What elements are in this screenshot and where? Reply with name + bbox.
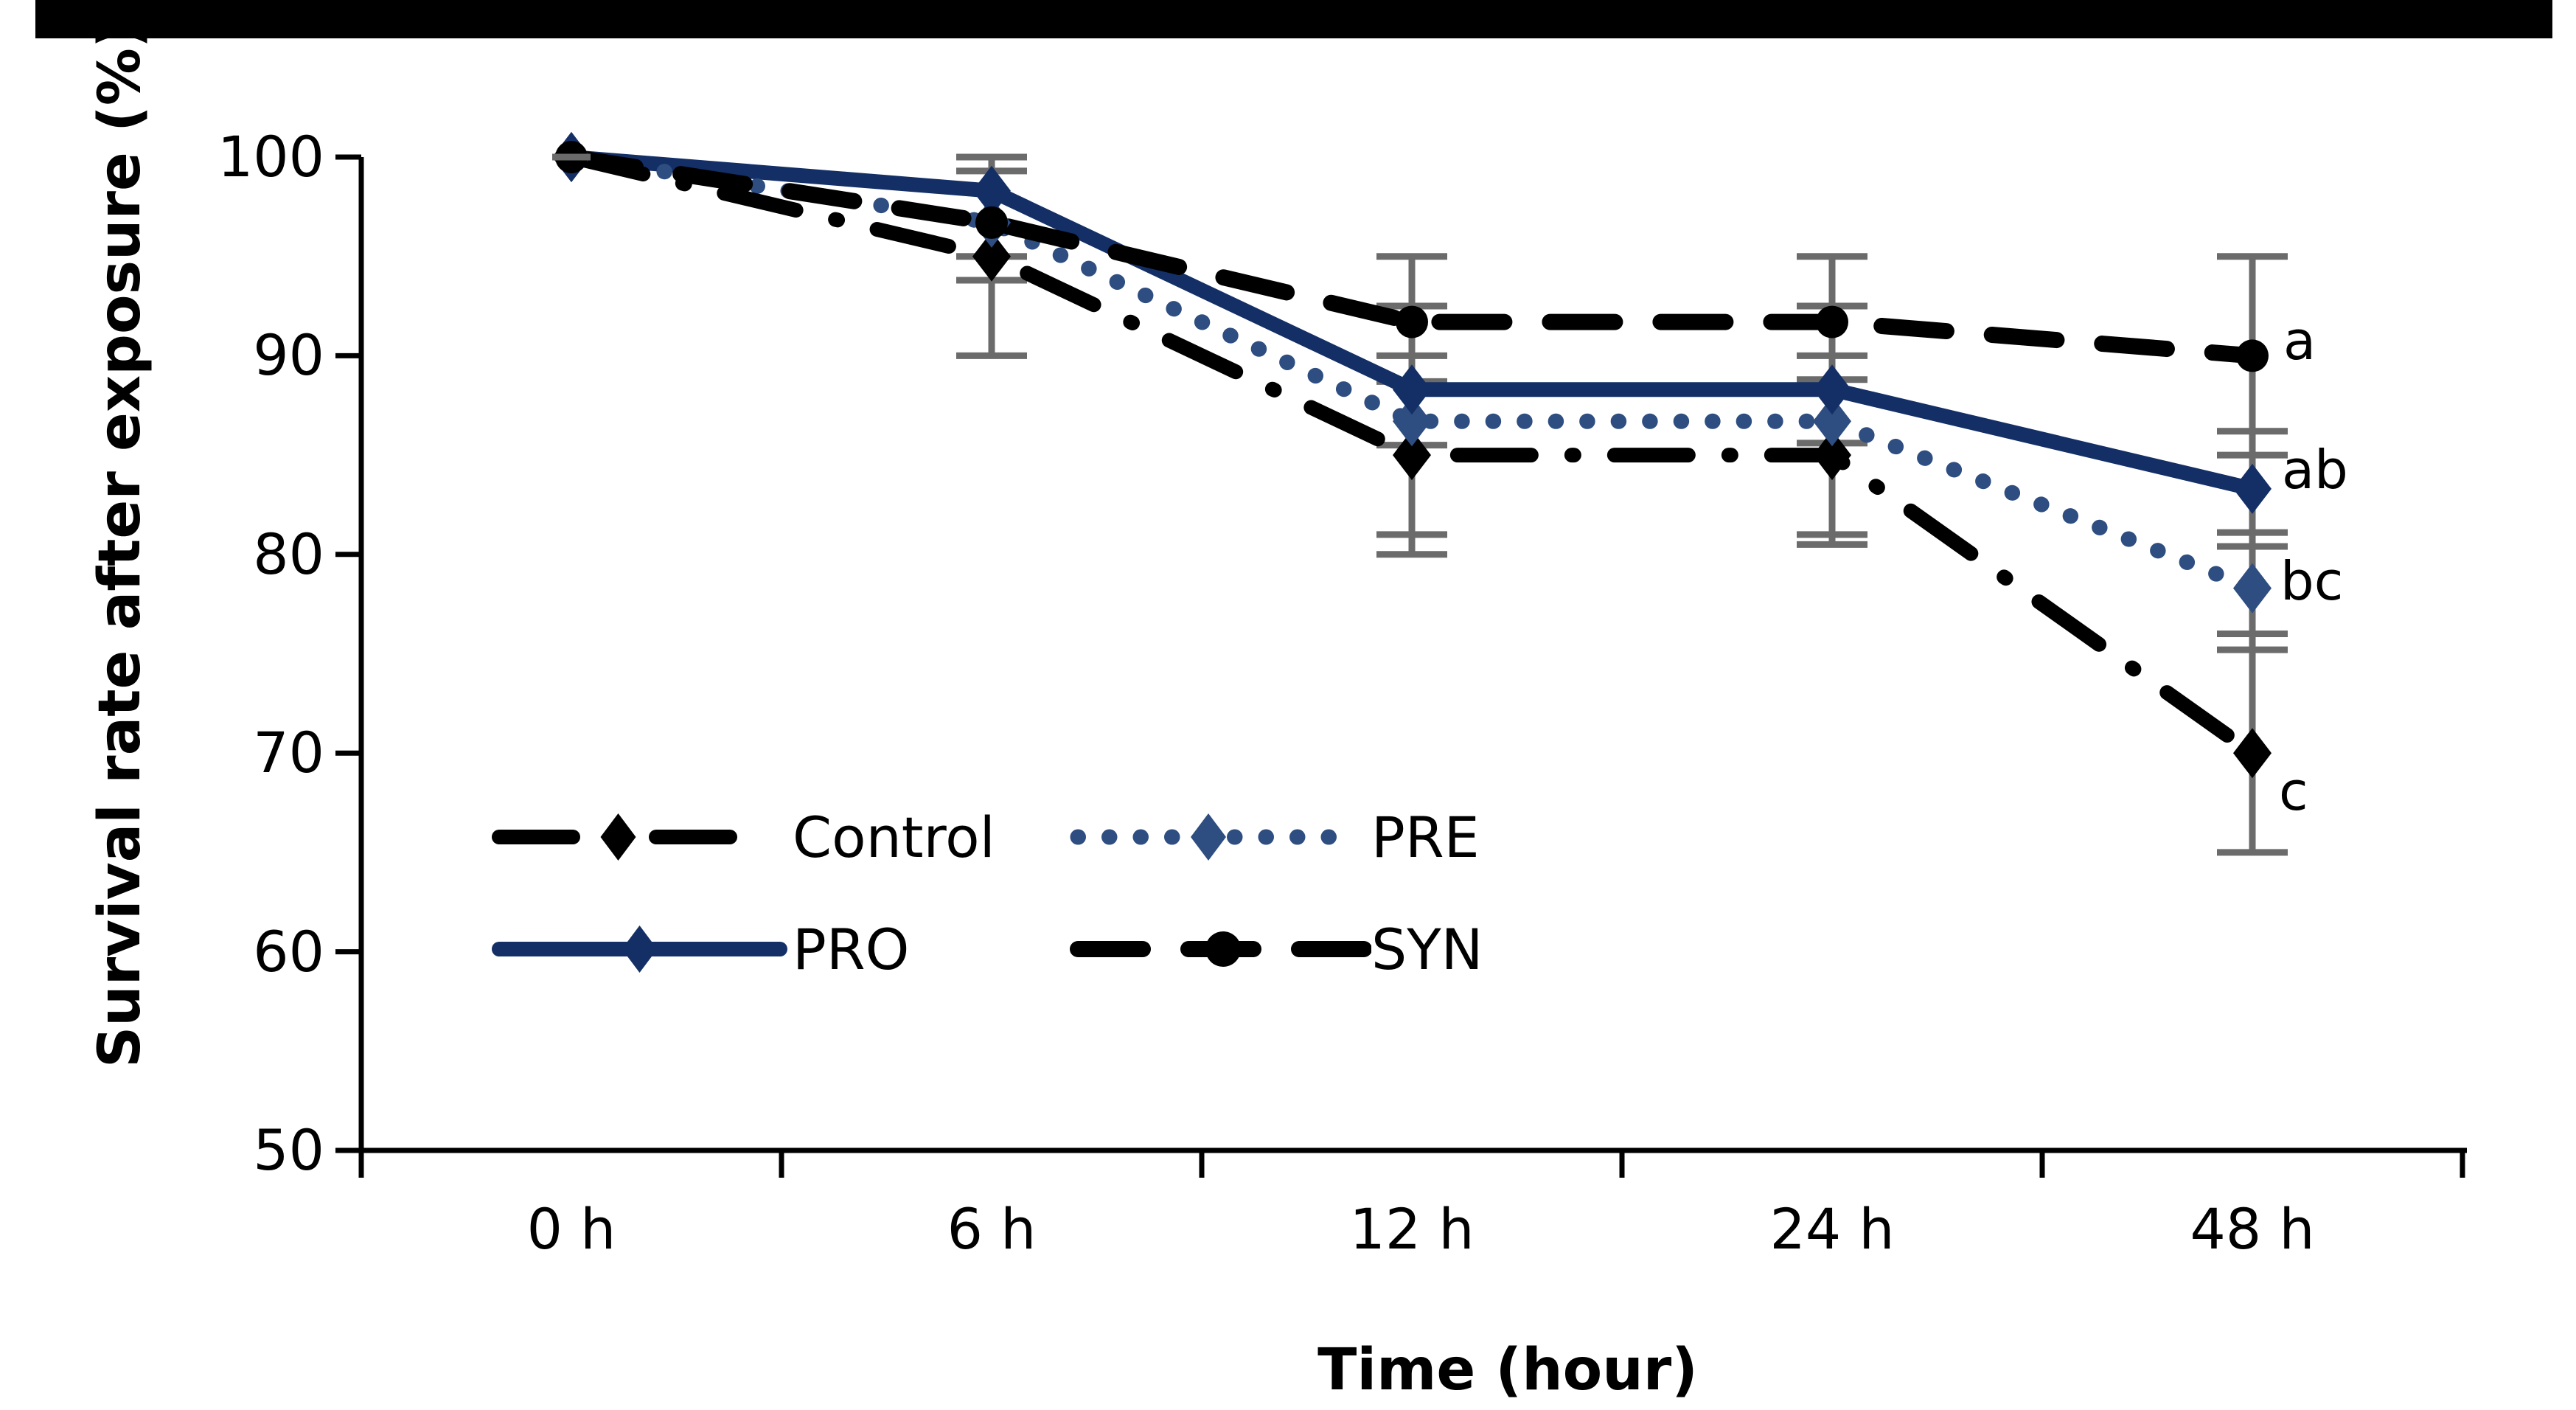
marker-pre-3 (1813, 396, 1851, 447)
sig-label-ab: ab (2282, 438, 2348, 501)
legend-sample-control (492, 813, 745, 861)
y-tick-label-90: 90 (253, 322, 324, 389)
legend-item-syn: SYN (1069, 914, 1483, 984)
marker-pro-3 (1813, 364, 1851, 415)
x-tick-label-2: 12 h (1349, 1196, 1475, 1262)
sig-label-a: a (2283, 310, 2316, 372)
x-tick-label-1: 6 h (947, 1196, 1037, 1262)
series-line-syn (563, 149, 2260, 364)
top-banner-bar (35, 0, 2552, 38)
legend-label-syn: SYN (1371, 916, 1483, 982)
legend-item-pre: PRE (1069, 802, 1480, 872)
x-tick-label-0: 0 h (526, 1196, 616, 1262)
sig-label-c: c (2279, 760, 2308, 823)
y-tick-label-70: 70 (253, 720, 324, 786)
marker-pre-4 (2233, 563, 2272, 614)
x-tick-label-3: 24 h (1769, 1196, 1895, 1262)
marker-pro-4 (2233, 463, 2272, 514)
marker-pro-2 (1393, 364, 1431, 415)
y-tick-label-50: 50 (253, 1117, 324, 1183)
marker-syn-2 (1396, 305, 1428, 338)
marker-control-3 (1813, 430, 1851, 481)
y-tick-label-100: 100 (217, 124, 324, 190)
marker-pre-2 (1393, 396, 1431, 447)
error-bars (552, 153, 2288, 856)
legend-label-pro: PRO (793, 916, 910, 982)
legend-sample-pro (492, 925, 787, 973)
legend-item-pro: PRO (490, 914, 909, 984)
marker-pro-1 (972, 165, 1011, 216)
series-markers (552, 132, 2272, 779)
y-tick-label-80: 80 (253, 521, 324, 587)
axes (335, 154, 2467, 1178)
y-tick-label-60: 60 (253, 918, 324, 984)
legend-sample-pre (1070, 813, 1347, 861)
marker-control-2 (1393, 430, 1431, 481)
sig-label-bc: bc (2280, 549, 2344, 612)
marker-syn-4 (2236, 339, 2269, 372)
x-tick-label-4: 48 h (2190, 1196, 2315, 1262)
marker-syn-3 (1816, 305, 1848, 338)
marker-syn-1 (975, 206, 1008, 239)
legend-label-control: Control (793, 804, 995, 870)
legend-sample-syn (1070, 931, 1371, 967)
marker-control-4 (2233, 728, 2272, 779)
legend-label-pre: PRE (1371, 804, 1480, 870)
x-axis-title: Time (hour) (1317, 1337, 1698, 1403)
legend-item-control: Control (490, 802, 995, 872)
marker-control-1 (972, 231, 1011, 282)
